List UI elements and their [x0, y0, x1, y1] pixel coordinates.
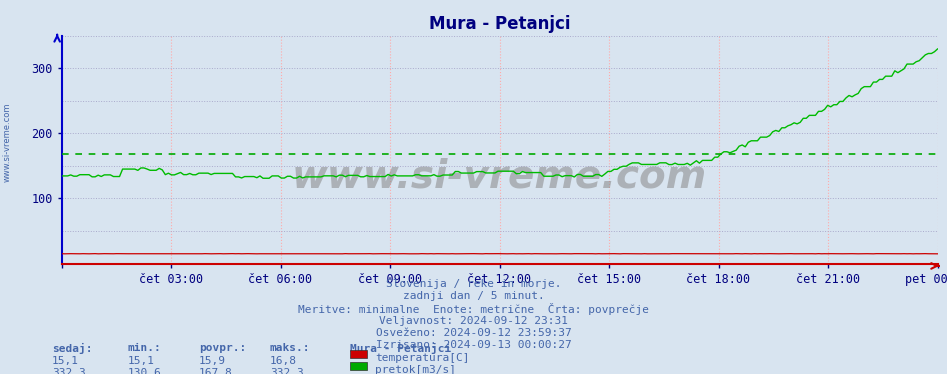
Text: 332,3: 332,3: [270, 368, 304, 374]
Text: Slovenija / reke in morje.: Slovenija / reke in morje.: [385, 279, 562, 289]
Text: 15,1: 15,1: [52, 356, 80, 366]
Text: sedaj:: sedaj:: [52, 343, 93, 354]
Text: zadnji dan / 5 minut.: zadnji dan / 5 minut.: [402, 291, 545, 301]
Text: maks.:: maks.:: [270, 343, 311, 353]
Text: 16,8: 16,8: [270, 356, 297, 366]
Text: Mura - Petanjci: Mura - Petanjci: [350, 343, 452, 354]
Text: www.si-vreme.com: www.si-vreme.com: [3, 102, 12, 182]
Text: Veljavnost: 2024-09-12 23:31: Veljavnost: 2024-09-12 23:31: [379, 316, 568, 326]
Text: Izrisano: 2024-09-13 00:00:27: Izrisano: 2024-09-13 00:00:27: [376, 340, 571, 350]
Text: 332,3: 332,3: [52, 368, 86, 374]
Text: 130,6: 130,6: [128, 368, 162, 374]
Text: Meritve: minimalne  Enote: metrične  Črta: povprečje: Meritve: minimalne Enote: metrične Črta:…: [298, 303, 649, 315]
Text: 15,9: 15,9: [199, 356, 226, 366]
Text: min.:: min.:: [128, 343, 162, 353]
Text: Osveženo: 2024-09-12 23:59:37: Osveženo: 2024-09-12 23:59:37: [376, 328, 571, 338]
Text: 15,1: 15,1: [128, 356, 155, 366]
Text: temperatura[C]: temperatura[C]: [375, 353, 470, 363]
Text: 167,8: 167,8: [199, 368, 233, 374]
Text: pretok[m3/s]: pretok[m3/s]: [375, 365, 456, 374]
Text: www.si-vreme.com: www.si-vreme.com: [292, 158, 707, 196]
Title: Mura - Petanjci: Mura - Petanjci: [429, 15, 570, 33]
Text: povpr.:: povpr.:: [199, 343, 246, 353]
